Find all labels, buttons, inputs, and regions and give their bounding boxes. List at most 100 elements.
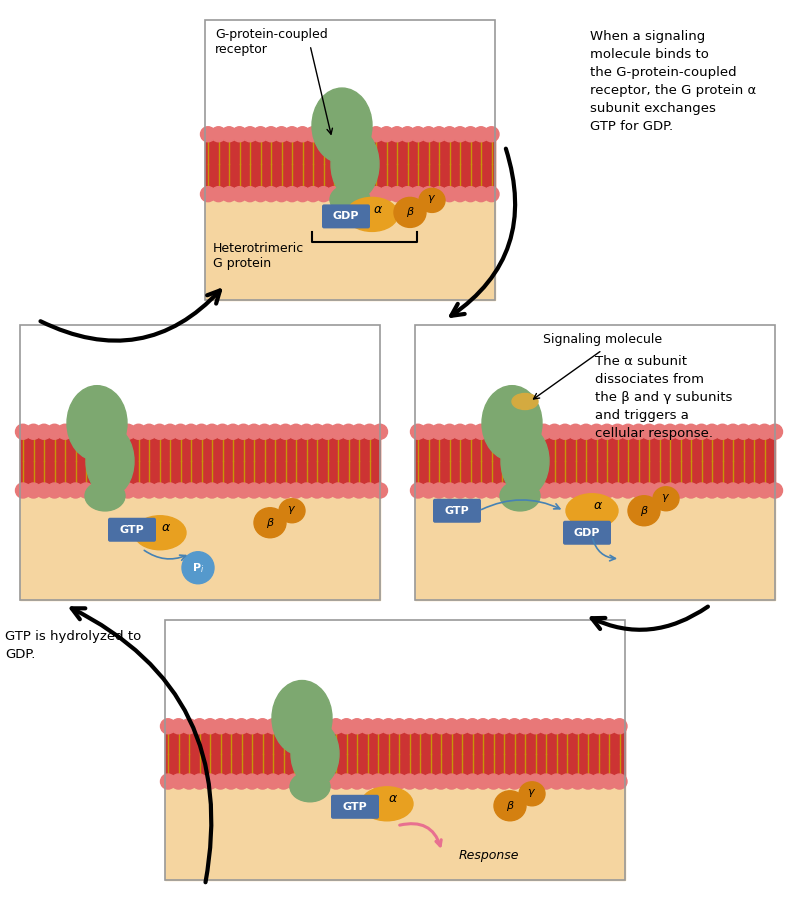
Circle shape [370, 774, 386, 789]
Ellipse shape [653, 487, 679, 511]
Ellipse shape [254, 508, 286, 537]
Circle shape [705, 483, 719, 498]
Circle shape [591, 719, 606, 733]
Circle shape [736, 424, 751, 439]
Ellipse shape [272, 680, 332, 755]
Ellipse shape [346, 197, 398, 231]
Circle shape [215, 424, 230, 439]
Circle shape [369, 127, 383, 141]
Circle shape [215, 483, 230, 498]
Circle shape [286, 774, 302, 789]
Circle shape [410, 127, 426, 141]
Circle shape [463, 424, 478, 439]
Circle shape [599, 424, 614, 439]
Circle shape [381, 774, 396, 789]
Circle shape [257, 483, 272, 498]
Ellipse shape [482, 386, 542, 461]
Bar [165, 620, 625, 880]
Bar [165, 724, 625, 784]
Circle shape [578, 424, 594, 439]
Circle shape [162, 424, 178, 439]
Circle shape [263, 186, 278, 202]
Circle shape [318, 719, 333, 733]
Circle shape [757, 483, 772, 498]
Circle shape [538, 719, 554, 733]
Circle shape [726, 424, 741, 439]
Circle shape [434, 719, 449, 733]
Circle shape [276, 719, 291, 733]
Ellipse shape [519, 782, 545, 806]
Text: GTP: GTP [342, 802, 367, 812]
Circle shape [253, 127, 268, 141]
Circle shape [211, 127, 226, 141]
Circle shape [390, 127, 405, 141]
Circle shape [201, 186, 215, 202]
Circle shape [173, 424, 188, 439]
Text: $\gamma$: $\gamma$ [662, 491, 670, 504]
Text: Response: Response [459, 850, 519, 862]
Circle shape [463, 186, 478, 202]
Circle shape [99, 483, 114, 498]
Text: GTP is hydrolyzed to
GDP.: GTP is hydrolyzed to GDP. [5, 630, 142, 661]
Text: GTP: GTP [120, 525, 144, 535]
Circle shape [351, 483, 366, 498]
Circle shape [494, 483, 510, 498]
Bar [165, 620, 625, 724]
Circle shape [442, 127, 457, 141]
Circle shape [444, 719, 459, 733]
Circle shape [358, 127, 373, 141]
Circle shape [182, 552, 214, 584]
Circle shape [454, 719, 470, 733]
Circle shape [570, 719, 585, 733]
Circle shape [662, 483, 678, 498]
Circle shape [310, 483, 325, 498]
Text: $\beta$: $\beta$ [406, 205, 414, 220]
Text: G-protein-coupled
receptor: G-protein-coupled receptor [215, 28, 328, 56]
FancyBboxPatch shape [108, 518, 156, 542]
Circle shape [568, 483, 583, 498]
Circle shape [47, 424, 62, 439]
Circle shape [171, 719, 186, 733]
Circle shape [78, 424, 94, 439]
Circle shape [400, 127, 415, 141]
Ellipse shape [134, 516, 186, 550]
Bar [415, 429, 775, 493]
Circle shape [351, 424, 366, 439]
Circle shape [201, 127, 215, 141]
Circle shape [182, 719, 197, 733]
Circle shape [444, 774, 459, 789]
Circle shape [434, 774, 449, 789]
Circle shape [507, 774, 522, 789]
Circle shape [213, 719, 228, 733]
Circle shape [454, 774, 470, 789]
Circle shape [278, 483, 293, 498]
Circle shape [391, 774, 406, 789]
Circle shape [289, 424, 303, 439]
Circle shape [431, 483, 446, 498]
Circle shape [442, 424, 457, 439]
Circle shape [589, 483, 604, 498]
Circle shape [202, 719, 218, 733]
Text: $\gamma$: $\gamma$ [527, 787, 537, 799]
Circle shape [505, 424, 520, 439]
Text: $\gamma$: $\gamma$ [427, 194, 437, 205]
Circle shape [373, 424, 387, 439]
Circle shape [612, 719, 627, 733]
Circle shape [223, 774, 238, 789]
Circle shape [121, 424, 135, 439]
Ellipse shape [331, 129, 379, 200]
Circle shape [350, 774, 365, 789]
Circle shape [286, 719, 302, 733]
Circle shape [253, 186, 268, 202]
Circle shape [246, 483, 262, 498]
Circle shape [142, 483, 157, 498]
Circle shape [568, 424, 583, 439]
Ellipse shape [86, 427, 134, 496]
Circle shape [329, 719, 343, 733]
Circle shape [652, 424, 667, 439]
Circle shape [306, 127, 321, 141]
Circle shape [330, 424, 346, 439]
Circle shape [297, 774, 312, 789]
Circle shape [285, 127, 299, 141]
Circle shape [360, 719, 375, 733]
